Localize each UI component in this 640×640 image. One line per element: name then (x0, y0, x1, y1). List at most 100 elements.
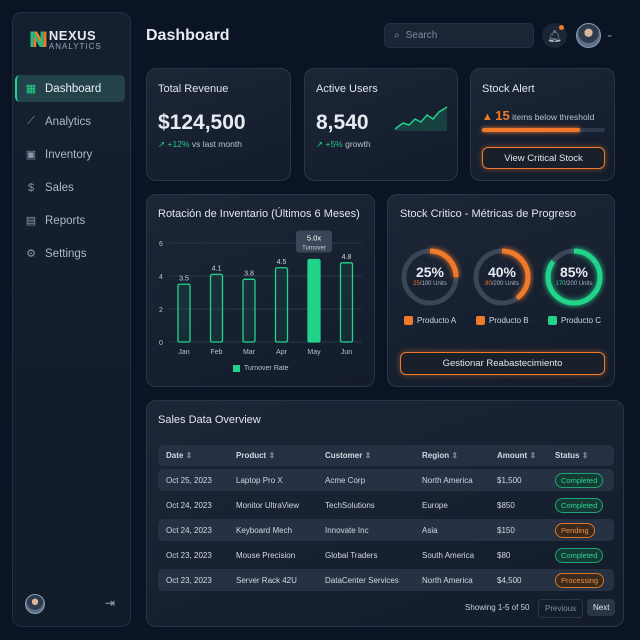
sort-icon[interactable]: ⇕ (268, 451, 276, 460)
sidebar-item-analytics[interactable]: ⟋ Analytics (13, 108, 132, 135)
ring-current: 25 (413, 281, 420, 287)
ring-percent: 25% (415, 264, 445, 280)
ring-current: 80 (485, 281, 492, 287)
bar-value-label: 3.8 (244, 270, 254, 277)
trend-up-icon: ↗ (158, 139, 168, 149)
ring-progress (545, 248, 603, 306)
table-cell: Innovate Inc (317, 519, 414, 541)
column-header-date[interactable]: Date ⇕ (158, 445, 228, 466)
product-icon (404, 316, 413, 325)
ring-svg (545, 248, 603, 306)
sidebar-item-label: Reports (45, 214, 86, 227)
table-cell: Acme Corp (317, 469, 414, 491)
ring-percent: 40% (487, 264, 517, 280)
ring-progress (473, 248, 531, 306)
stock-text: items below threshold (512, 112, 595, 122)
column-label: Product (236, 451, 267, 460)
column-header-amount[interactable]: Amount ⇕ (489, 445, 547, 466)
sidebar-item-inventory[interactable]: ▣ Inventory (13, 141, 132, 168)
revenue-value: $124,500 (158, 111, 246, 134)
column-header-region[interactable]: Region ⇕ (414, 445, 489, 466)
table-row[interactable]: Oct 24, 2023 Monitor UltraView TechSolutio… (158, 494, 614, 516)
ring-progress (401, 248, 459, 306)
user-avatar[interactable] (576, 23, 601, 48)
users-delta-text: growth (345, 139, 371, 149)
table-cell: Laptop Pro X (228, 469, 317, 491)
table-cell: $150 (489, 519, 547, 541)
sort-icon[interactable]: ⇕ (185, 451, 193, 460)
status-badge: Pending (555, 522, 595, 538)
bar-jan[interactable] (177, 283, 191, 343)
sort-icon[interactable]: ⇕ (451, 451, 459, 460)
table-cell: $4,500 (489, 569, 547, 591)
sort-icon[interactable]: ⇕ (364, 451, 372, 460)
sidebar-avatar[interactable] (25, 594, 45, 614)
bell-icon: 🔔︎ (546, 28, 563, 43)
table-row[interactable]: Oct 23, 2023 Server Rack 42U DataCenter Se… (158, 569, 614, 591)
chevron-down-icon[interactable]: ⌄ (606, 29, 614, 39)
sidebar: N NEXUS ANALYTICS ▦ Dashboard ⟋ Analytics ▣ In… (12, 12, 131, 627)
table-cell: Oct 25, 2023 (158, 469, 228, 491)
revenue-delta: +12% (167, 139, 190, 149)
notification-dot (559, 25, 564, 30)
table-cell: $1,500 (489, 469, 547, 491)
active-users-card: Active Users 8,540 ↗ +5% growth (304, 68, 458, 181)
column-header-status[interactable]: Status ⇕ (547, 445, 614, 466)
sort-icon[interactable]: ⇕ (581, 451, 589, 460)
sales-table: Date ⇕ Product ⇕ Customer ⇕ Region ⇕ Amount … (158, 442, 614, 594)
ring-total: /100 Units (419, 281, 447, 287)
previous-button[interactable]: Previous (538, 599, 584, 618)
warning-icon: ▲ (482, 111, 493, 123)
table-cell: Oct 24, 2023 (158, 519, 228, 541)
chart-legend: Turnover Rate (233, 365, 288, 372)
search-input[interactable]: ⌕ Search (384, 23, 534, 48)
bar-jun[interactable] (339, 262, 354, 343)
users-delta: +5% (325, 139, 343, 149)
sidebar-item-sales[interactable]: $ Sales (13, 174, 132, 201)
chart-title: Rotación de Inventario (Últimos 6 Meses) (158, 208, 360, 220)
y-tick-label: 2 (159, 307, 163, 314)
x-tick-label: Apr (276, 349, 288, 356)
sidebar-item-reports[interactable]: ▤ Reports (13, 207, 132, 234)
gestionar-reabastecimiento-button[interactable]: Gestionar Reabastecimiento (400, 352, 605, 375)
progress-ring-3: 85% 170/200 Units (542, 245, 606, 309)
table-row[interactable]: Oct 23, 2023 Mouse Precision Global Trader… (158, 544, 614, 566)
brand-tagline: ANALYTICS (48, 42, 102, 51)
notifications-button[interactable]: 🔔︎ (542, 23, 567, 48)
table-cell: Oct 24, 2023 (166, 500, 212, 510)
search-placeholder: Search (405, 30, 438, 41)
grid-icon: ▦ (25, 83, 37, 95)
bar-value-label: 4.8 (342, 254, 352, 261)
next-button[interactable]: Next (587, 599, 616, 616)
stock-alert-card: Stock Alert ▲ 15 items below threshold V… (470, 68, 615, 181)
bar-may[interactable] (307, 258, 321, 343)
legend-swatch (233, 365, 240, 372)
table-row[interactable]: Oct 25, 2023 Laptop Pro X Acme Corp North A… (158, 469, 614, 491)
column-label: Amount (497, 451, 528, 460)
table-cell: DataCenter Services (317, 569, 414, 591)
logout-icon[interactable]: ⇥ (105, 596, 116, 610)
revenue-delta-text: vs last month (191, 139, 242, 149)
logo-mark-icon: N (29, 27, 45, 52)
product-label: Producto B (476, 316, 529, 325)
column-label: Customer (325, 451, 363, 460)
bar-apr[interactable] (274, 267, 289, 343)
ring-percent: 85% (559, 264, 589, 280)
sort-icon[interactable]: ⇕ (529, 451, 537, 460)
bar-mar[interactable] (242, 278, 256, 343)
bar-feb[interactable] (209, 273, 224, 343)
column-label: Status (555, 451, 580, 460)
sidebar-item-dashboard[interactable]: ▦ Dashboard (15, 75, 125, 102)
y-tick-label: 4 (159, 274, 163, 281)
table-row[interactable]: Oct 24, 2023 Keyboard Mech Innovate Inc Asi… (158, 519, 614, 541)
sidebar-item-settings[interactable]: ⚙ Settings (13, 240, 132, 267)
sidebar-item-label: Dashboard (45, 82, 102, 95)
total-revenue-card: Total Revenue $124,500 ↗ +12% vs last mo… (146, 68, 291, 181)
column-header-customer[interactable]: Customer ⇕ (317, 445, 414, 466)
card-title: Active Users (316, 83, 378, 95)
table-cell: Oct 23, 2023 (166, 550, 212, 560)
view-critical-stock-button[interactable]: View Critical Stock (482, 147, 605, 169)
column-header-product[interactable]: Product ⇕ (228, 445, 317, 466)
table-cell: North America (414, 569, 489, 591)
brand-name: NEXUS (48, 28, 97, 43)
